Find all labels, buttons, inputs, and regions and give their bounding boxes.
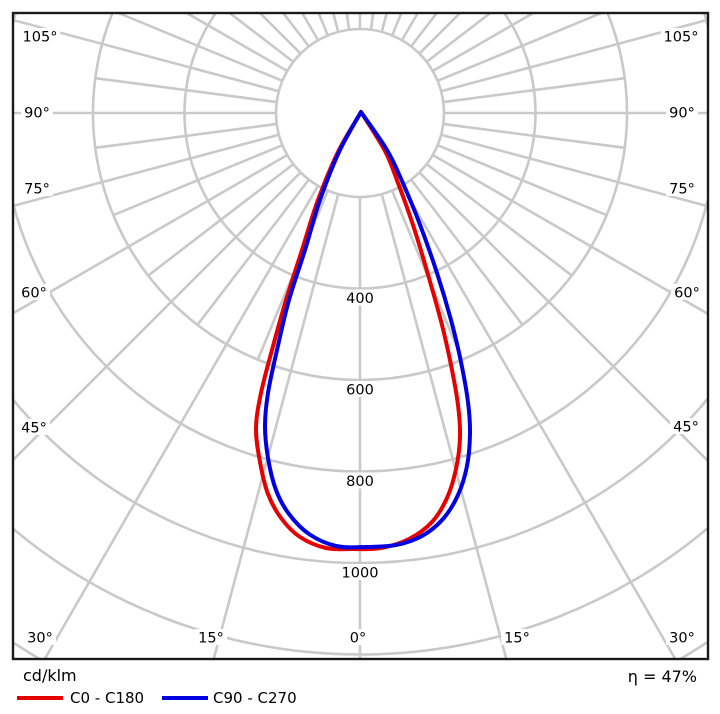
angle-label-2-bg: [21, 180, 53, 196]
angle-label-1: 90°: [24, 106, 50, 122]
plot-border: [11, 11, 710, 661]
grid-ray-major: [440, 133, 707, 208]
angle-label-8: 60°: [674, 286, 700, 302]
grid-ray-minor: [410, 14, 438, 48]
grid-ray-major: [14, 153, 288, 315]
angle-label-3: 60°: [21, 286, 47, 302]
grid-ray-minor: [117, 14, 283, 83]
grid-ray-major: [212, 193, 340, 658]
grid-ray-minor: [282, 14, 310, 48]
ring-label-800-bg: [344, 472, 376, 489]
grid-ray-minor: [425, 14, 492, 63]
grid-ray-major: [380, 193, 508, 658]
grid-ray-minor: [437, 143, 608, 217]
angle-label-0-bg: [19, 28, 61, 44]
grid-ray-minor: [112, 143, 283, 217]
angle-label-14: 30°: [669, 631, 695, 647]
angle-label-3-bg: [18, 284, 50, 300]
legend-label-c90-c270: C90 - C270: [213, 689, 297, 707]
curve-c90-c270: [263, 110, 473, 550]
grid-ray-minor: [95, 122, 277, 150]
ring-label-400-bg: [344, 289, 376, 306]
grid-ray-minor: [228, 14, 295, 63]
grid-ray-minor: [443, 122, 625, 150]
efficiency-label: η = 47%: [627, 667, 697, 686]
grid-ray-major: [14, 171, 302, 461]
angle-label-10: 30°: [27, 631, 53, 647]
angle-label-4: 45°: [21, 421, 47, 437]
angle-label-6: 90°: [669, 106, 695, 122]
ring-label-1000-bg: [339, 564, 381, 580]
legend-swatch-c90-c270: [162, 696, 208, 700]
grid-ray-minor: [425, 163, 573, 277]
grid-ray-minor: [410, 178, 524, 326]
curve-c0-c180: [253, 110, 463, 552]
angle-label-9-bg: [670, 418, 702, 434]
angle-label-4-bg: [18, 419, 50, 435]
grid-labels: 400 600 800 1000 105° 90° 75° 60° 45° 105° 90° 75° 6…: [18, 28, 703, 647]
grid-ray-minor: [147, 163, 295, 277]
grid-ray-minor: [196, 178, 310, 326]
angle-label-11-bg: [195, 629, 227, 645]
grid-ray-major: [432, 153, 707, 315]
ring-label-600: 600: [346, 383, 374, 399]
angle-label-5-bg: [660, 28, 702, 44]
legend-label-c0-c180: C0 - C180: [70, 689, 145, 707]
grid-ray-major: [440, 18, 707, 93]
grid-ray-major: [14, 18, 280, 93]
grid-ray-major: [418, 171, 707, 462]
angle-label-2: 75°: [24, 182, 50, 198]
angle-label-10-bg: [24, 629, 56, 645]
grid-ray-minor: [443, 76, 625, 104]
ring-label-1000: 1000: [342, 566, 379, 582]
angle-label-5: 105°: [664, 30, 699, 46]
angle-label-12-bg: [346, 629, 370, 645]
angle-label-7: 75°: [669, 182, 695, 198]
grid-ray-minor: [437, 14, 603, 83]
grid-ray-major: [14, 133, 280, 208]
angle-label-1-bg: [21, 104, 53, 120]
angle-label-9: 45°: [673, 420, 699, 436]
angle-label-7-bg: [666, 180, 698, 196]
grid-ray-major: [43, 185, 320, 658]
angle-label-8-bg: [671, 284, 703, 300]
grid-ray-minor: [95, 76, 277, 104]
intensity-curves: [253, 110, 473, 552]
angle-label-13: 15°: [504, 631, 530, 647]
angle-label-6-bg: [666, 104, 698, 120]
angle-label-11: 15°: [198, 631, 224, 647]
angle-label-12: 0°: [350, 631, 366, 647]
ring-label-600-bg: [344, 381, 376, 397]
ring-label-400: 400: [346, 291, 374, 307]
unit-label: cd/klm: [23, 666, 77, 685]
angle-label-13-bg: [501, 629, 533, 645]
legend-swatch-c0-c180: [17, 696, 63, 700]
grid-ray-major: [400, 185, 677, 658]
ring-label-800: 800: [346, 474, 374, 490]
angle-label-14-bg: [666, 629, 698, 645]
angle-label-0: 105°: [23, 30, 58, 46]
